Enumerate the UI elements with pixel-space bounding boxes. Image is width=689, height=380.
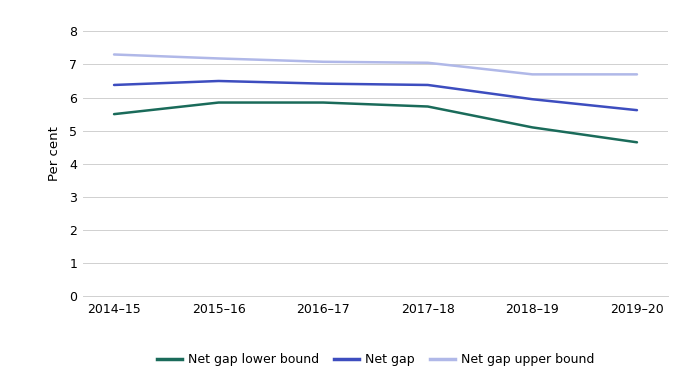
Net gap: [214, 79, 223, 83]
Net gap upper bound: [633, 72, 641, 77]
Net gap lower bound: [110, 112, 119, 116]
Net gap: [528, 97, 537, 101]
Net gap lower bound: [319, 100, 327, 105]
Line: Net gap lower bound: Net gap lower bound: [114, 103, 637, 142]
Y-axis label: Per cent: Per cent: [48, 127, 61, 181]
Net gap upper bound: [528, 72, 537, 77]
Net gap: [633, 108, 641, 112]
Legend: Net gap lower bound, Net gap, Net gap upper bound: Net gap lower bound, Net gap, Net gap up…: [152, 348, 599, 371]
Net gap: [424, 83, 432, 87]
Net gap: [319, 81, 327, 86]
Net gap upper bound: [424, 60, 432, 65]
Net gap upper bound: [110, 52, 119, 57]
Net gap upper bound: [214, 56, 223, 61]
Line: Net gap upper bound: Net gap upper bound: [114, 54, 637, 74]
Net gap lower bound: [214, 100, 223, 105]
Line: Net gap: Net gap: [114, 81, 637, 110]
Net gap: [110, 83, 119, 87]
Net gap lower bound: [633, 140, 641, 144]
Net gap lower bound: [424, 104, 432, 109]
Net gap upper bound: [319, 60, 327, 64]
Net gap lower bound: [528, 125, 537, 130]
